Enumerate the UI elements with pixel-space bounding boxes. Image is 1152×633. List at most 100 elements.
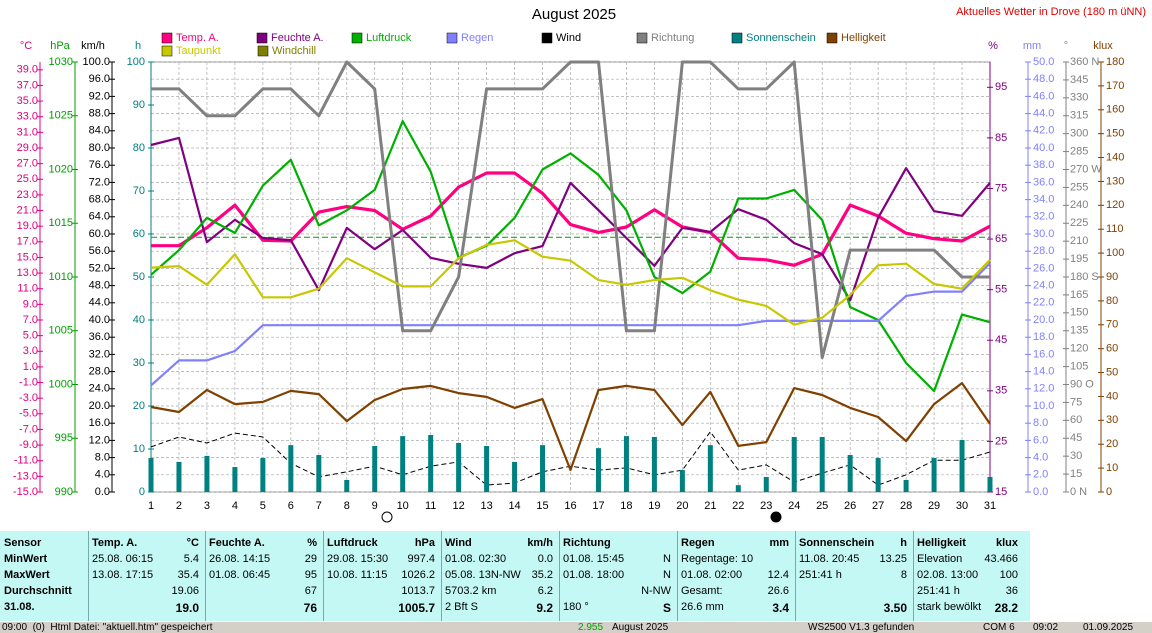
cell-text: 180 ° [563,601,589,613]
y-tick-label: 36.0 [1033,176,1054,188]
cell-value: 35.4 [177,569,199,581]
x-tick-label: 19 [648,500,660,512]
legend-label: Windchill [272,45,316,57]
y-tick-label: 120 [1106,199,1124,211]
bar [512,461,518,492]
bar [763,476,769,492]
y-tick-label: 30 [133,357,145,369]
y-tick-label: 21.0 [17,204,38,216]
y-tick-label: 65 [995,233,1007,245]
y-tick-label: 180 S [1070,271,1099,283]
y-tick-label: 1.0 [23,361,38,373]
row-label: MaxWert [4,569,50,581]
y-tick-label: 10 [133,443,145,455]
y-tick-label: 55 [995,284,1007,296]
legend-swatch [446,32,458,44]
cell-text: Luftdruck [327,537,378,549]
status-text: 09:00 (0) Html Datei: "aktuell.htm" gesp… [2,622,213,633]
y-tick-label: 330 [1070,92,1088,104]
legend-swatch [351,32,363,44]
x-tick-label: 27 [872,500,884,512]
cell-value: 35.2 [531,569,553,581]
y-tick-label: -13.0 [13,470,38,482]
bar [176,461,182,492]
y-tick-label: 72.0 [89,176,110,188]
cell-value: 1005.7 [398,601,435,615]
y-tick-label: 270 W [1070,163,1102,175]
y-tick-label: 40.0 [89,314,110,326]
y-tick-label: 180 [1106,56,1124,68]
bar [959,439,965,492]
y-tick-label: 12.0 [1033,383,1054,395]
y-tick-label: 1030 [49,56,73,68]
cell-value: 8 [900,569,907,581]
status-text: 01.09.2025 [1083,622,1134,633]
x-tick-label: 15 [536,500,548,512]
cell-text: Gesamt: [681,585,723,597]
x-tick-label: 13 [480,500,492,512]
y-tick-label: 100.0 [82,56,110,68]
cell-text: 10.08. 11:15 [327,569,388,581]
y-tick-label: 90 [133,99,145,111]
series-line [150,120,991,393]
y-tick-label: 31.0 [17,126,38,138]
x-tick-label: 29 [928,500,940,512]
cell-value: 28.2 [994,601,1018,615]
legend-label: Wind [556,32,581,44]
column-separator [559,531,560,621]
y-tick-label: 84.0 [89,125,110,137]
y-tick-label: 160 [1106,104,1124,116]
row-label: 31.08. [4,601,35,613]
bar [623,436,629,492]
cell-value: °C [186,537,199,549]
cell-value: N [663,569,671,581]
y-tick-label: 1025 [49,110,73,122]
bar [400,436,406,492]
y-tick-label: 95 [995,81,1007,93]
row-label: Sensor [4,537,42,549]
cell-text: Feuchte A. [209,537,265,549]
cell-value: 3.50 [883,601,907,615]
x-tick-label: 5 [260,500,266,512]
y-tick-label: 23.0 [17,189,38,201]
y-tick-label: 170 [1106,80,1124,92]
cell-value: 76 [303,601,317,615]
cell-text: Temp. A. [92,537,138,549]
cell-text: 13.08. 17:15 [92,569,154,581]
y-tick-label: 15.0 [17,251,38,263]
cell-value: hPa [414,537,435,549]
y-tick-label: 60.0 [89,228,110,240]
y-tick-label: 30.0 [1033,228,1054,240]
series-line [151,60,990,360]
y-tick-label: 2.0 [1033,469,1048,481]
column-separator [441,531,442,621]
y-tick-label: 22.0 [1033,297,1054,309]
y-tick-label: 0 [139,486,145,498]
bar [372,445,378,492]
y-tick-label: 56.0 [89,245,110,257]
y-tick-label: 60 [133,228,145,240]
y-tick-label: 45 [1070,432,1082,444]
y-tick-label: 28.0 [89,366,110,378]
x-tick-label: 24 [788,500,800,512]
y-tick-label: 7.0 [23,314,38,326]
y-tick-label: 3.0 [23,345,38,357]
cell-text: 29.08. 15:30 [327,553,389,565]
y-tick-label: 90 O [1070,378,1094,390]
y-tick-label: 37.0 [17,79,38,91]
x-tick-label: 20 [676,500,688,512]
cell-text: stark bewölkt [917,601,982,613]
series-line [150,239,991,326]
bar [456,442,462,492]
y-tick-label: 8.0 [1033,417,1048,429]
cell-value: N-NW [641,585,671,597]
x-tick-label: 8 [344,500,350,512]
y-tick-label: -9.0 [19,439,38,451]
legend-label: Regen [461,32,493,44]
bar [232,467,238,492]
y-tick-label: 46.0 [1033,90,1054,102]
y-tick-label: 20 [133,400,145,412]
row-label: MinWert [4,553,48,565]
y-tick-label: -11.0 [14,455,38,467]
y-tick-label: 36.0 [89,331,110,343]
